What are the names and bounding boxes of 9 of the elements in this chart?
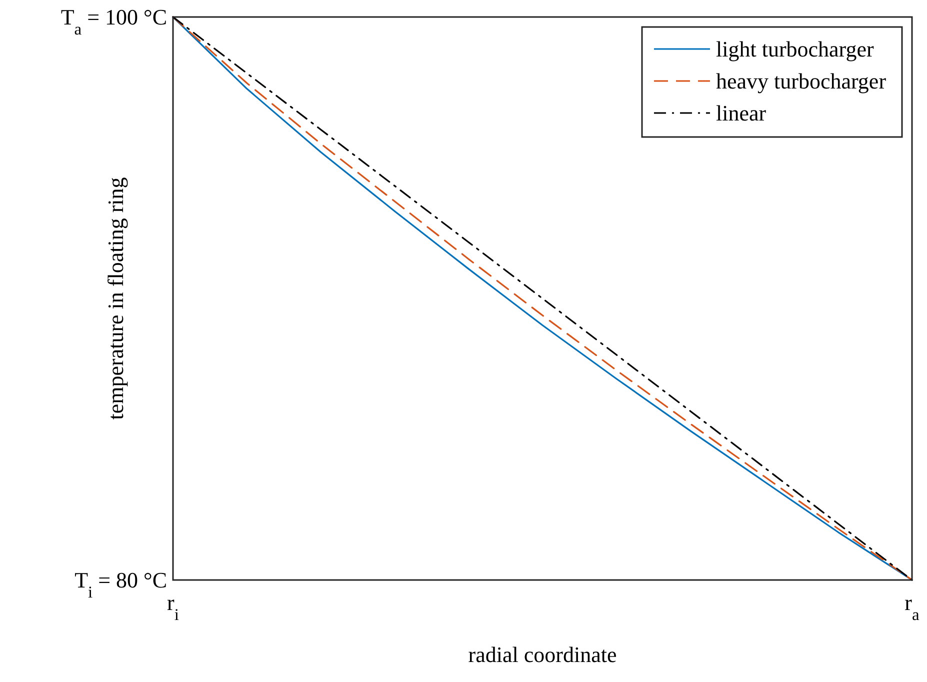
legend-label: light turbocharger xyxy=(716,36,874,62)
legend-label: linear xyxy=(716,100,767,126)
legend-label: heavy turbocharger xyxy=(716,68,887,94)
y-axis-title: temperature in floating ring xyxy=(103,177,128,420)
y-tick-label: T$_{i}$ = 80 °C xyxy=(74,568,167,602)
x-axis-title: radial coordinate xyxy=(468,642,617,667)
x-tick-label: r$_{i}$ xyxy=(167,590,180,624)
y-tick-label: T$_{a}$ = 100 °C xyxy=(60,4,167,38)
x-tick-label: r$_{a}$ xyxy=(904,590,920,624)
